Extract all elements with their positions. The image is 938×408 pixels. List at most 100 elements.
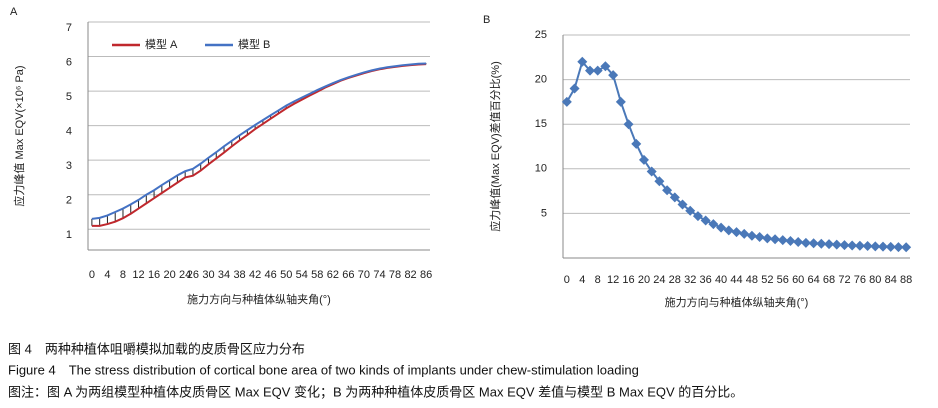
x-tick-label: 82 — [404, 269, 416, 281]
marker — [878, 241, 889, 252]
x-tick-label: 0 — [89, 269, 95, 281]
x-tick-label: 24 — [179, 269, 191, 281]
x-tick-label: 56 — [777, 274, 789, 286]
series-line — [565, 59, 907, 249]
marker — [777, 235, 788, 246]
x-tick-label: 28 — [669, 274, 681, 286]
x-tick-label: 88 — [900, 274, 912, 286]
x-tick-label: 44 — [730, 274, 742, 286]
x-tick-label: 72 — [838, 274, 850, 286]
x-tick-label: 42 — [249, 269, 261, 281]
x-tick-label: 8 — [595, 274, 601, 286]
x-tick-label: 20 — [638, 274, 650, 286]
x-tick-label: 84 — [885, 274, 897, 286]
x-tick-label: 38 — [233, 269, 245, 281]
x-tick-label: 20 — [163, 269, 175, 281]
x-tick-label: 62 — [327, 269, 339, 281]
x-tick-label: 30 — [202, 269, 214, 281]
x-tick-label: 70 — [358, 269, 370, 281]
x-tick-label: 86 — [420, 269, 432, 281]
marker — [839, 240, 850, 251]
marker — [631, 138, 642, 149]
marker — [770, 234, 781, 245]
y-tick-label: 2 — [66, 195, 72, 207]
marker — [893, 242, 904, 253]
y-axis-title: 应力峰值 Max EQV(×10⁶ Pa) — [12, 65, 26, 206]
marker — [685, 205, 696, 216]
marker — [692, 211, 703, 222]
legend-label: 模型 A — [145, 37, 178, 51]
y-tick-label: 25 — [535, 29, 547, 41]
x-axis-title: 施力方向与种植体纵轴夹角(°) — [665, 295, 809, 309]
marker — [731, 227, 742, 238]
marker — [739, 228, 750, 239]
y-tick-label: 1 — [66, 229, 72, 241]
marker — [870, 241, 881, 252]
x-tick-label: 4 — [104, 269, 110, 281]
marker — [746, 230, 757, 241]
marker — [716, 222, 727, 233]
y-tick-label: 6 — [66, 56, 72, 68]
y-tick-label: 4 — [66, 126, 72, 138]
x-tick-label: 66 — [342, 269, 354, 281]
marker — [569, 83, 580, 94]
x-tick-label: 52 — [761, 274, 773, 286]
legend-label: 模型 B — [238, 37, 270, 51]
marker — [762, 233, 773, 244]
marker — [700, 215, 711, 226]
x-tick-label: 12 — [607, 274, 619, 286]
marker — [577, 56, 588, 67]
marker — [785, 236, 796, 247]
x-tick-label: 24 — [653, 274, 665, 286]
marker — [901, 242, 912, 253]
x-tick-label: 34 — [218, 269, 230, 281]
x-tick-label: 8 — [120, 269, 126, 281]
x-tick-label: 54 — [296, 269, 308, 281]
y-tick-label: 15 — [535, 118, 547, 130]
marker — [816, 238, 827, 249]
marker — [677, 199, 688, 210]
marker — [584, 65, 595, 76]
y-tick-label: 10 — [535, 163, 547, 175]
marker — [800, 237, 811, 248]
x-tick-label: 4 — [579, 274, 585, 286]
marker — [615, 96, 626, 107]
x-tick-label: 12 — [132, 269, 144, 281]
panel-label: A — [10, 6, 18, 18]
x-tick-label: 16 — [622, 274, 634, 286]
caption-note: 图注：图 A 为两组模型种植体皮质骨区 Max EQV 变化；B 为两种种植体皮… — [8, 384, 743, 400]
marker — [831, 239, 842, 250]
marker — [885, 241, 896, 252]
x-tick-label: 60 — [792, 274, 804, 286]
x-tick-label: 58 — [311, 269, 323, 281]
y-tick-label: 5 — [66, 91, 72, 103]
marker — [646, 166, 657, 177]
x-tick-label: 32 — [684, 274, 696, 286]
x-tick-label: 16 — [148, 269, 160, 281]
y-tick-label: 5 — [541, 207, 547, 219]
x-tick-label: 48 — [746, 274, 758, 286]
x-tick-label: 74 — [373, 269, 385, 281]
marker — [592, 65, 603, 76]
marker — [847, 240, 858, 251]
x-tick-label: 36 — [700, 274, 712, 286]
y-tick-label: 20 — [535, 74, 547, 86]
marker — [638, 154, 649, 165]
x-tick-label: 78 — [389, 269, 401, 281]
marker — [854, 240, 865, 251]
marker — [793, 236, 804, 247]
x-tick-label: 46 — [265, 269, 277, 281]
marker — [561, 96, 572, 107]
caption-cn: 图 4 两种种植体咀嚼模拟加载的皮质骨区应力分布 — [8, 341, 305, 356]
marker — [600, 61, 611, 72]
y-tick-label: 7 — [66, 22, 72, 34]
x-tick-label: 0 — [564, 274, 570, 286]
marker — [662, 185, 673, 196]
marker — [608, 70, 619, 81]
x-tick-label: 64 — [807, 274, 819, 286]
y-axis-title: 应力峰值(Max EQV)差值百分比(%) — [488, 61, 502, 232]
marker — [623, 119, 634, 130]
marker — [723, 225, 734, 236]
marker — [808, 238, 819, 249]
series-line — [91, 63, 427, 227]
